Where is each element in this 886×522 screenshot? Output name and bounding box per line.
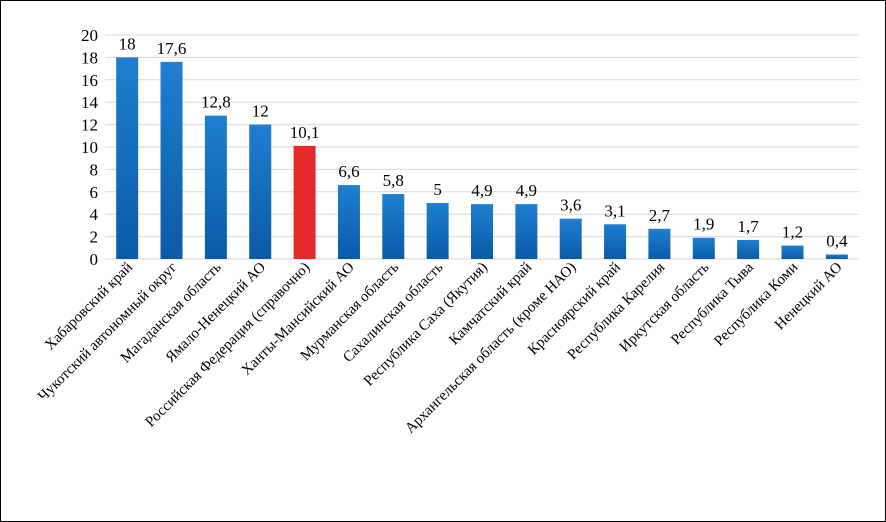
y-tick-label: 10	[81, 138, 98, 157]
x-category-label: Республика Тыва	[668, 259, 757, 348]
bar-value-label: 10,1	[290, 123, 320, 142]
bar-value-label: 17,6	[157, 39, 187, 58]
gridlines	[105, 34, 859, 260]
bar-value-label: 1,9	[693, 215, 714, 234]
bars	[116, 57, 848, 260]
bar-value-label: 18	[119, 34, 136, 53]
bar	[515, 204, 538, 259]
bar	[382, 194, 405, 259]
bar	[781, 245, 804, 259]
y-tick-label: 12	[81, 116, 98, 135]
bar-highlighted	[293, 145, 316, 259]
bar-value-label: 4,9	[516, 181, 537, 200]
y-tick-label: 8	[90, 160, 99, 179]
bar-value-label: 6,6	[338, 162, 359, 181]
bar	[604, 224, 627, 259]
bar-value-label: 3,1	[604, 201, 625, 220]
y-tick-label: 4	[90, 205, 99, 224]
y-tick-label: 16	[81, 71, 98, 90]
bar-value-label: 12,8	[201, 93, 231, 112]
bar-value-label: 1,7	[737, 217, 759, 236]
y-tick-label: 18	[81, 48, 98, 67]
bar-value-label: 4,9	[471, 181, 492, 200]
bar	[160, 61, 183, 259]
bar	[337, 185, 360, 259]
bar-value-label: 1,2	[782, 223, 803, 242]
bar-value-label: 12	[252, 102, 269, 121]
bar	[692, 237, 715, 259]
x-category-label: Республика Коми	[711, 260, 801, 350]
bar-value-label: 2,7	[649, 206, 671, 225]
x-category-label: Камчатский край	[446, 260, 535, 349]
y-tick-label: 6	[90, 183, 99, 202]
y-tick-label: 14	[81, 93, 99, 112]
bar	[648, 228, 671, 259]
y-tick-label: 0	[90, 250, 99, 269]
bar	[116, 57, 139, 260]
bar-value-label: 3,6	[560, 196, 581, 215]
bar	[204, 115, 227, 259]
x-category-label: Российская Федерация (справочно)	[143, 260, 314, 431]
bar	[737, 239, 760, 259]
bar-value-label: 5,8	[383, 171, 404, 190]
y-axis-ticks: 0 2 4 6 8 10 12 14 16 18 20	[81, 26, 99, 269]
bar-value-label: 0,4	[826, 232, 848, 251]
y-tick-label: 20	[81, 26, 98, 45]
bar	[825, 254, 848, 259]
bar	[559, 218, 582, 259]
bar	[249, 124, 272, 259]
y-tick-label: 2	[90, 228, 99, 247]
bar	[426, 203, 449, 259]
bar	[471, 204, 493, 259]
bar-value-label: 5	[433, 180, 442, 199]
data-labels: 18 17,6 12,8 12 10,1 6,6 5,8 5 4,9 4,9 3,6 3,1 2,7 1,…	[119, 34, 848, 250]
